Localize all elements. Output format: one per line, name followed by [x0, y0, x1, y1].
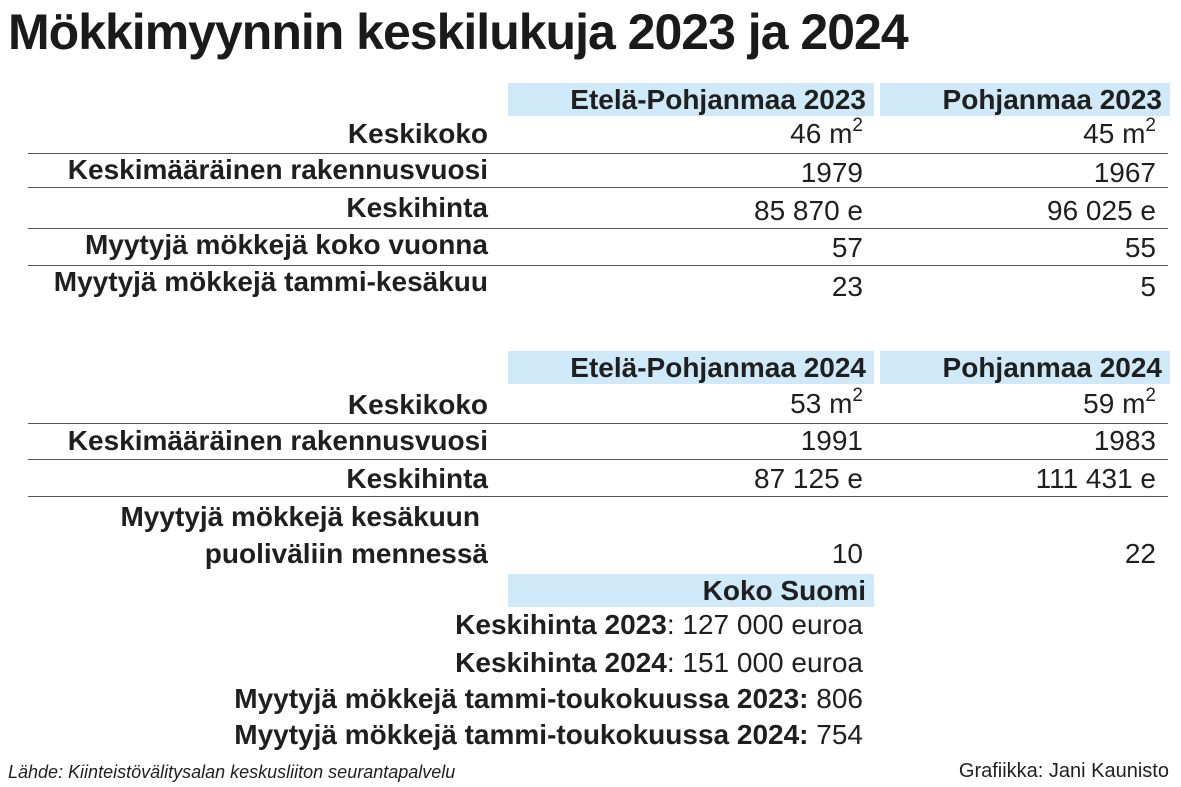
row-divider [28, 423, 1168, 424]
row-divider [28, 496, 1168, 497]
column-header-pohjanmaa-2023: Pohjanmaa 2023 [880, 83, 1170, 116]
value-myytyja-kesakuun-ep-2024: 10 [831, 538, 863, 569]
column-header-etela-pohjanmaa-2024: Etelä-Pohjanmaa 2024 [508, 351, 874, 384]
value-keskikoko-ep-2023: 46 m2 [790, 114, 863, 149]
value-myytyja-tammi-kesakuu-ep-2023: 23 [831, 271, 863, 302]
value-rakennusvuosi-p-2023: 1967 [1093, 157, 1156, 188]
value-keskihinta-p-2024: 111 431 e [1035, 463, 1156, 494]
value-myytyja-tammi-kesakuu-p-2023: 5 [1140, 271, 1156, 302]
koko-suomi-keskihinta-2023: Keskihinta 2023: 127 000 euroa [455, 609, 863, 640]
value-keskikoko-ep-2024: 53 m2 [790, 384, 863, 419]
value-keskihinta-ep-2024: 87 125 e [754, 463, 863, 494]
koko-suomi-keskihinta-2024: Keskihinta 2024: 151 000 euroa [455, 647, 863, 678]
source-note: Lähde: Kiinteistövälitysalan keskusliito… [8, 762, 456, 782]
row-label-myytyja-kesakuun-line2: puoliväliin mennessä [204, 538, 488, 569]
value-myytyja-koko-vuonna-ep-2023: 57 [831, 232, 863, 263]
row-divider [28, 265, 1168, 266]
koko-suomi-header: Koko Suomi [508, 574, 874, 607]
column-header-pohjanmaa-2024: Pohjanmaa 2024 [880, 351, 1170, 384]
row-label-myytyja-kesakuun-line1: Myytyjä mökkejä kesäkuun [120, 501, 480, 532]
koko-suomi-myytyja-2024: Myytyjä mökkejä tammi-toukokuussa 2024: … [234, 719, 863, 750]
page-title: Mökkimyynnin keskilukuja 2023 ja 2024 [8, 4, 909, 60]
row-divider [28, 228, 1168, 229]
value-rakennusvuosi-ep-2023: 1979 [800, 157, 863, 188]
row-label-rakennusvuosi-2024: Keskimääräinen rakennusvuosi [67, 425, 488, 456]
value-keskihinta-ep-2023: 85 870 e [754, 195, 863, 226]
row-divider [28, 187, 1168, 188]
row-label-keskihinta-2024: Keskihinta [346, 463, 488, 494]
row-divider [28, 153, 1168, 154]
value-rakennusvuosi-p-2024: 1983 [1093, 425, 1156, 456]
koko-suomi-myytyja-2023: Myytyjä mökkejä tammi-toukokuussa 2023: … [234, 683, 863, 714]
value-myytyja-koko-vuonna-p-2023: 55 [1124, 232, 1156, 263]
value-rakennusvuosi-ep-2024: 1991 [800, 425, 863, 456]
value-keskikoko-p-2024: 59 m2 [1083, 384, 1156, 419]
row-label-myytyja-tammi-kesakuu-2023: Myytyjä mökkejä tammi-kesäkuu [53, 266, 488, 297]
graphics-credit: Grafiikka: Jani Kaunisto [958, 760, 1169, 782]
value-myytyja-kesakuun-p-2024: 22 [1124, 538, 1156, 569]
value-keskikoko-p-2023: 45 m2 [1083, 114, 1156, 149]
row-label-myytyja-koko-vuonna-2023: Myytyjä mökkejä koko vuonna [84, 229, 488, 260]
row-label-keskikoko-2024: Keskikoko [347, 389, 488, 420]
row-label-keskihinta-2023: Keskihinta [346, 192, 488, 223]
row-label-rakennusvuosi-2023: Keskimääräinen rakennusvuosi [67, 154, 488, 185]
value-keskihinta-p-2023: 96 025 e [1047, 195, 1156, 226]
row-label-keskikoko-2023: Keskikoko [347, 118, 488, 149]
row-divider [28, 459, 1168, 460]
column-header-etela-pohjanmaa-2023: Etelä-Pohjanmaa 2023 [508, 83, 874, 116]
